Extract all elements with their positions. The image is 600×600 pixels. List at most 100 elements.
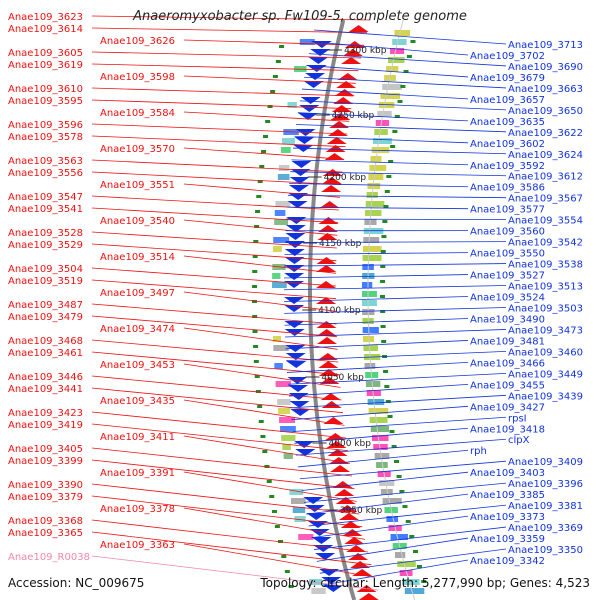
right-label-leader <box>290 171 507 177</box>
left-label-leader <box>183 399 345 426</box>
scale-tick-label: 4100 kbp <box>318 306 361 316</box>
feature-block <box>397 561 416 567</box>
reverse-gene-arrow <box>304 505 325 512</box>
left-gene-label: Anae109_3623 <box>8 12 83 23</box>
feature-block <box>274 210 286 216</box>
left-gene-label: Anae109_3547 <box>8 192 83 203</box>
left-gene-label: Anae109_3529 <box>8 240 83 251</box>
feature-block <box>294 516 306 522</box>
feature-block <box>299 39 315 45</box>
left-gene-label: Anae109_3474 <box>100 324 175 335</box>
feature-block <box>376 462 388 468</box>
right-gene-label: Anae109_3381 <box>508 501 583 512</box>
left-gene-label: Anae109_3461 <box>8 348 83 359</box>
left-gene-label: Anae109_3368 <box>8 516 83 527</box>
feature-block <box>278 165 290 171</box>
left-gene-label: Anae109_3584 <box>100 108 175 119</box>
reverse-gene-arrow <box>300 97 321 104</box>
forward-gene-arrow <box>318 361 339 368</box>
forward-gene-arrow <box>341 57 362 64</box>
forward-gene-arrow <box>321 177 342 184</box>
track-tick <box>409 535 415 538</box>
right-label-leader <box>311 515 469 539</box>
right-label-leader <box>314 29 507 45</box>
feature-block <box>366 390 381 396</box>
feature-block <box>274 363 283 369</box>
feature-block <box>362 300 377 306</box>
left-label-leader <box>91 279 337 300</box>
right-label-leader <box>283 285 507 291</box>
forward-gene-arrow <box>327 449 348 456</box>
right-label-leader <box>291 405 469 421</box>
feature-block <box>308 579 322 585</box>
feature-block <box>380 489 393 495</box>
right-label-leader <box>304 76 507 89</box>
feature-block <box>377 111 392 117</box>
track-tick <box>417 565 423 568</box>
right-gene-label: Anae109_3460 <box>508 347 583 358</box>
feature-block <box>362 246 382 252</box>
track-tick <box>272 75 278 78</box>
feature-block <box>364 363 376 369</box>
left-label-leader <box>183 219 338 236</box>
right-label-leader <box>306 493 469 515</box>
left-gene-label: Anae109_3598 <box>100 72 175 83</box>
left-gene-label: Anae109_3363 <box>100 540 175 551</box>
right-gene-label: Anae109_3567 <box>508 194 583 205</box>
left-label-leader <box>183 147 344 160</box>
track-tick <box>252 255 258 258</box>
track-tick <box>253 240 259 243</box>
left-gene-label: Anae109_3614 <box>8 24 83 35</box>
right-gene-label: Anae109_3403 <box>470 468 545 479</box>
right-label-leader <box>297 112 469 122</box>
reverse-gene-arrow <box>288 385 309 392</box>
left-label-leader <box>91 375 342 401</box>
reverse-gene-arrow <box>288 193 309 200</box>
feature-block <box>275 381 291 387</box>
forward-gene-arrow <box>344 537 365 544</box>
track-tick <box>421 580 427 583</box>
right-label-leader <box>292 416 507 432</box>
right-gene-label: Anae109_3550 <box>470 249 545 260</box>
scale-tick-label: 4000 kbp <box>329 439 372 449</box>
left-gene-label: Anae109_3514 <box>100 252 175 263</box>
feature-block <box>399 570 413 576</box>
left-label-leader <box>183 471 357 502</box>
track-tick <box>275 60 281 63</box>
feature-block <box>386 516 399 522</box>
feature-block <box>390 534 408 540</box>
right-label-leader <box>285 340 469 350</box>
track-tick <box>270 90 276 93</box>
right-label-leader <box>291 159 469 166</box>
right-gene-label: Anae109_3481 <box>470 336 545 347</box>
reverse-gene-arrow <box>305 73 326 80</box>
right-label-leader <box>311 41 469 56</box>
left-gene-label: Anae109_3504 <box>8 264 83 275</box>
left-label-leader <box>91 315 338 338</box>
feature-block <box>279 417 295 423</box>
feature-block <box>372 138 392 144</box>
reverse-gene-arrow <box>306 513 327 520</box>
track-tick <box>383 370 389 373</box>
track-tick <box>271 510 277 513</box>
track-tick <box>381 340 387 343</box>
track-tick <box>386 175 392 178</box>
feature-block <box>365 210 382 216</box>
reverse-gene-arrow <box>285 233 306 240</box>
reverse-gene-arrow <box>289 401 310 408</box>
feature-block <box>298 534 314 540</box>
forward-gene-arrow <box>336 81 357 88</box>
feature-block <box>282 444 291 450</box>
scale-tick-label: 4150 kbp <box>319 239 362 249</box>
feature-block <box>363 336 375 342</box>
right-label-leader <box>308 504 507 527</box>
right-gene-label: Anae109_3554 <box>508 216 583 227</box>
feature-block <box>281 435 296 441</box>
left-gene-label: Anae109_3497 <box>100 288 175 299</box>
right-gene-label: Anae109_3396 <box>508 479 583 490</box>
track-tick <box>252 300 258 303</box>
left-label-leader <box>91 483 360 515</box>
reverse-gene-arrow <box>284 249 305 256</box>
left-gene-label: Anae109_3578 <box>8 132 83 143</box>
